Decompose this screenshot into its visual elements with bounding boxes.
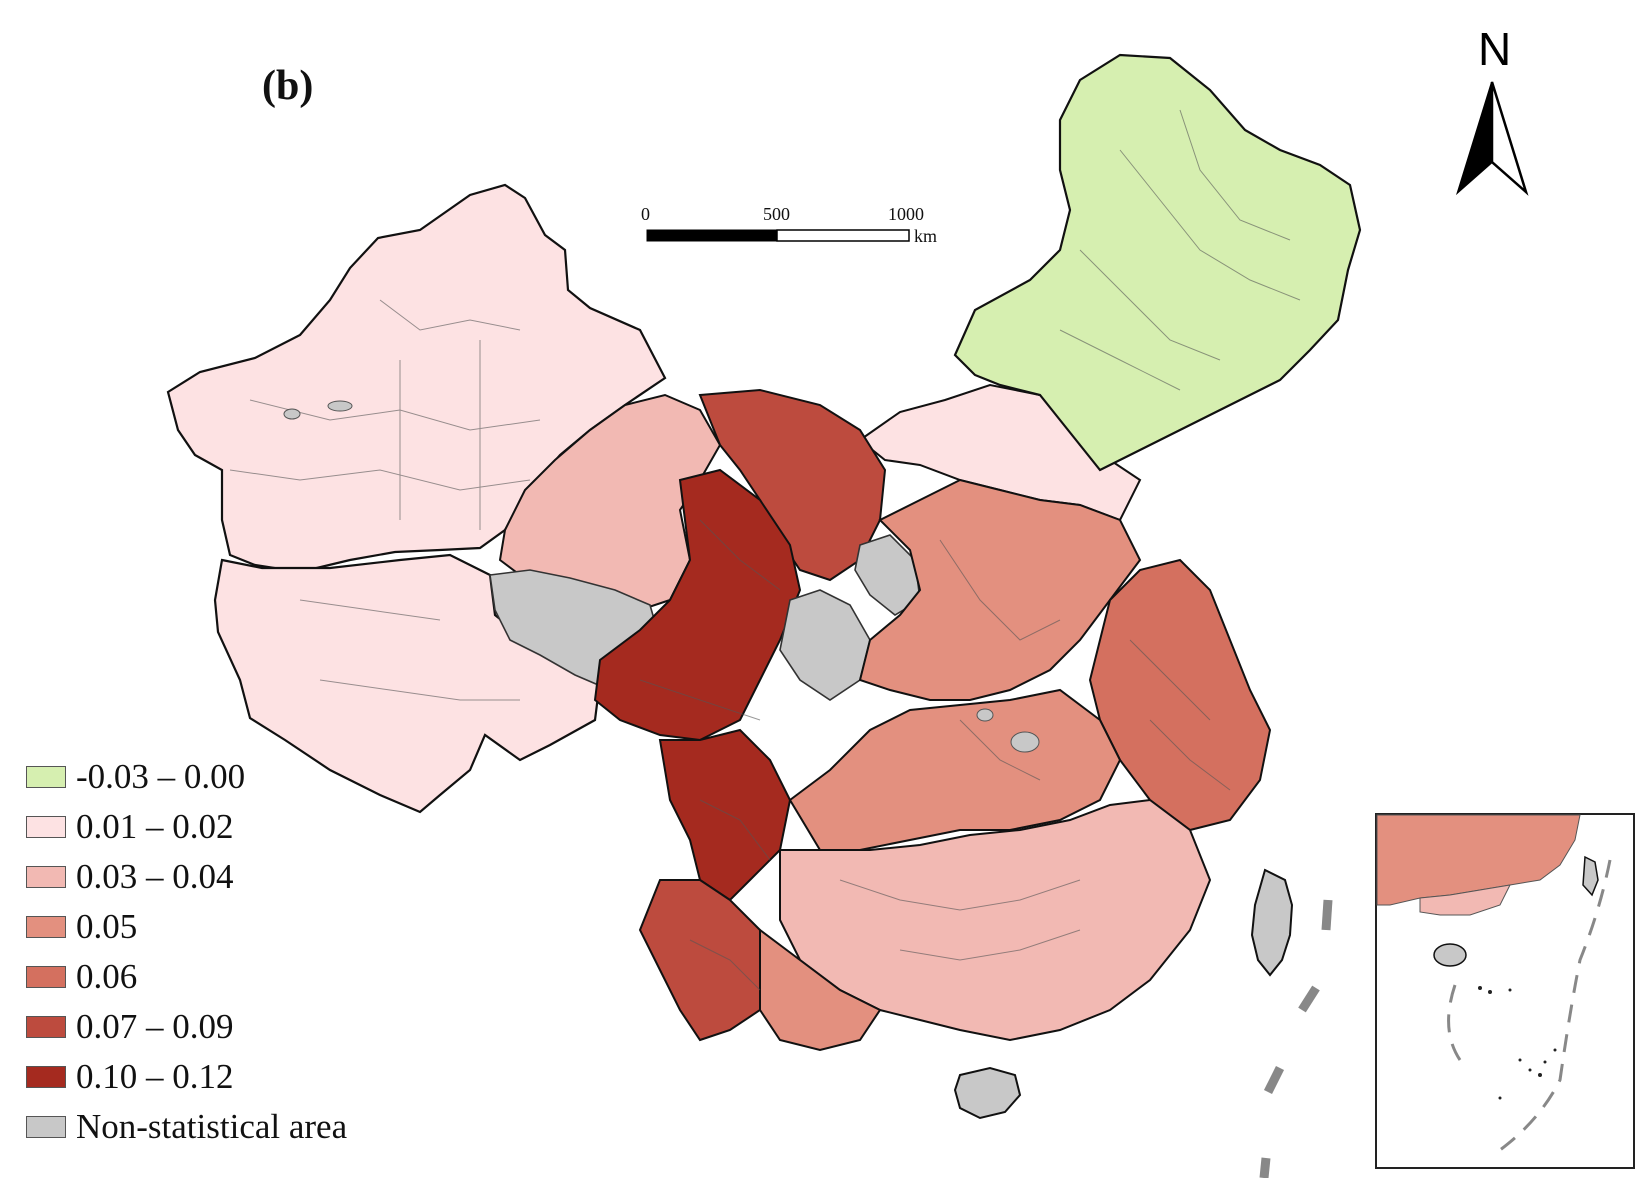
legend-label: Non-statistical area [76, 1107, 348, 1146]
region-north-strip [858, 383, 1142, 522]
region-hainan [953, 1066, 1022, 1120]
scale-tick-500: 500 [763, 204, 790, 224]
region-yunnan [638, 879, 782, 1042]
legend-swatch [26, 1116, 66, 1138]
region-east [1088, 558, 1272, 832]
legend-item: 0.05 [26, 902, 347, 952]
legend-swatch [26, 916, 66, 938]
region-corridor-dark [698, 388, 887, 582]
legend-item: 0.03 – 0.04 [26, 852, 347, 902]
region-taiwan [1250, 868, 1294, 977]
scale-tick-0: 0 [641, 204, 650, 224]
region-sichuan [658, 728, 792, 902]
legend-label: -0.03 – 0.00 [76, 757, 246, 796]
legend-swatch [26, 966, 66, 988]
nonstat-spot [327, 400, 353, 412]
legend-label: 0.10 – 0.12 [76, 1057, 234, 1096]
north-label: N [1478, 23, 1512, 75]
maritime-boundary [1259, 899, 1333, 1179]
region-northeast [953, 53, 1362, 472]
legend-label: 0.03 – 0.04 [76, 857, 234, 896]
nonstat-spot [283, 408, 301, 420]
legend-label: 0.01 – 0.02 [76, 807, 234, 846]
legend-item: Non-statistical area [26, 1102, 347, 1152]
region-nonstat-central [779, 589, 871, 701]
inset-map [1375, 813, 1635, 1169]
scale-bar [646, 229, 910, 242]
scale-unit: km [914, 226, 938, 246]
legend-swatch [26, 1066, 66, 1088]
region-central-south [788, 688, 1122, 851]
panel-label: (b) [262, 63, 314, 109]
legend: -0.03 – 0.00 0.01 – 0.02 0.03 – 0.04 0.05 0.… [26, 752, 347, 1152]
scale-tick-1000: 1000 [888, 204, 924, 224]
legend-label: 0.05 [76, 907, 138, 946]
region-central [858, 478, 1142, 701]
legend-label: 0.06 [76, 957, 138, 996]
north-arrow-icon [1455, 81, 1529, 196]
legend-item: 0.01 – 0.02 [26, 802, 347, 852]
legend-item: 0.07 – 0.09 [26, 1002, 347, 1052]
legend-item: 0.10 – 0.12 [26, 1052, 347, 1102]
internal-boundaries [229, 109, 1301, 991]
legend-label: 0.07 – 0.09 [76, 1007, 234, 1046]
nonstat-spot [1010, 731, 1040, 753]
legend-swatch [26, 866, 66, 888]
legend-item: 0.06 [26, 952, 347, 1002]
region-tibet [213, 553, 602, 814]
nonstat-spot [976, 708, 994, 722]
legend-swatch [26, 766, 66, 788]
legend-swatch [26, 1016, 66, 1038]
legend-item: -0.03 – 0.00 [26, 752, 347, 802]
region-guangxi [759, 928, 882, 1052]
legend-swatch [26, 816, 66, 838]
